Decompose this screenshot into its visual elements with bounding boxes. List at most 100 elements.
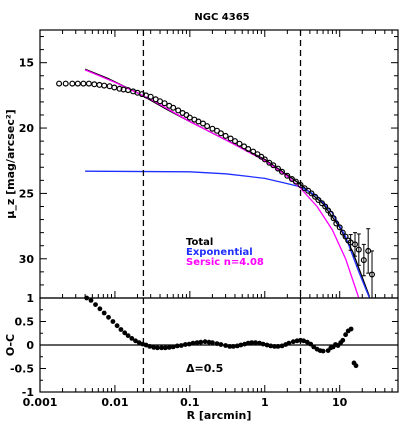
residual-point-72 [348,326,354,332]
data-point-66 [342,233,349,240]
data-point-45 [266,159,273,166]
y-tick-label: 25 [19,187,34,200]
chart-title: NGC 4365 [194,12,249,23]
data-point-9 [106,83,113,90]
residual-y-tick-label: -0.5 [10,363,34,376]
data-point-65 [339,229,346,236]
data-point-38 [236,140,243,147]
residual-point-20 [162,345,168,351]
data-point-0 [56,80,63,87]
delta-annotation: Δ=0.5 [186,362,223,375]
data-point-44 [261,156,268,163]
residual-point-1 [88,298,94,303]
data-point-31 [204,123,211,130]
data-point-2 [69,80,76,87]
residual-point-12 [133,338,138,344]
main-y-axis-label: μ_z [mag/arcsec²] [4,109,17,218]
data-point-62 [330,215,337,222]
data-point-35 [222,132,229,139]
residual-point-43 [253,340,258,345]
residual-point-21 [166,345,172,350]
data-point-1 [62,80,69,87]
residual-point-29 [198,339,204,345]
residual-y-tick-label: 0.5 [15,316,35,329]
x-tick-label: 1 [261,396,269,409]
legend-entry-exponential: Exponential [186,247,253,258]
residual-point-13 [136,340,142,345]
data-point-7 [96,81,103,88]
residual-point-70 [343,332,348,338]
data-point-61 [327,210,334,217]
residual-panel: 1 0.5 0 -0.5 -1 0.001 0.01 0.1 1 10 Δ=0.5 O-C R … [4,292,399,422]
data-point-63 [333,220,340,227]
data-point-40 [245,146,252,153]
data-point-34 [217,130,224,137]
residual-point-4 [101,310,107,316]
data-point-11 [116,85,123,92]
residual-y-tick-label: 0 [26,339,34,352]
residual-point-52 [286,340,292,346]
data-point-5 [85,80,92,87]
x-tick-label: 0.001 [23,396,58,409]
residual-point-42 [249,340,255,345]
data-point-46 [270,162,277,169]
residual-point-56 [301,338,306,344]
y-tick-label: 30 [19,253,35,266]
y-tick-label: 15 [19,57,34,70]
residual-point-18 [155,345,160,351]
data-point-10 [111,84,118,91]
residual-point-62 [320,348,326,354]
residual-point-5 [106,314,111,320]
residual-point-69 [340,337,346,343]
residual-y-axis-label: O-C [4,334,17,356]
data-point-57 [315,197,322,204]
legend-entry-total: Total [186,237,213,248]
data-point-47 [275,165,282,172]
data-point-58 [319,200,326,207]
legend-entry-sersic: Sersic n=4.08 [186,257,264,268]
residual-point-6 [110,319,116,324]
residual-point-3 [97,306,103,312]
data-point-18 [147,93,154,100]
residual-point-9 [122,330,128,336]
residual-point-53 [290,339,296,345]
residual-point-2 [93,302,98,307]
data-point-59 [322,203,329,210]
data-point-41 [250,148,257,155]
residual-point-8 [118,327,124,332]
residual-point-19 [159,345,165,351]
data-point-23 [170,104,177,111]
data-point-36 [227,135,234,142]
residual-point-44 [257,340,262,346]
data-point-51 [292,178,299,185]
residual-point-10 [125,333,131,338]
x-axis-label: R [arcmin] [187,409,252,422]
data-point-49 [284,172,291,179]
residual-point-11 [129,336,135,341]
data-point-48 [279,168,286,175]
residual-y-tick-label: 1 [26,292,34,305]
data-point-3 [74,80,81,87]
data-point-8 [101,82,108,89]
data-point-55 [308,190,315,197]
residual-point-74 [353,363,359,369]
residual-point-27 [190,340,196,346]
residual-point-41 [245,340,251,346]
main-panel: 15 20 25 30 μ_z [mag/arcsec²] [4,29,399,299]
data-point-6 [91,81,98,88]
data-point-56 [312,193,319,200]
x-tick-label: 0.01 [101,396,128,409]
x-tick-label: 0.1 [180,396,200,409]
residual-point-7 [114,323,120,329]
data-point-64 [336,224,343,231]
x-tick-label: 10 [332,396,348,409]
residual-point-59 [311,344,317,350]
data-point-24 [175,107,182,114]
data-point-37 [232,138,239,145]
residual-point-30 [202,339,208,345]
data-point-21 [161,100,168,107]
residual-point-32 [210,340,215,345]
legend: Total Exponential Sersic n=4.08 [186,237,264,268]
data-point-4 [80,80,87,87]
